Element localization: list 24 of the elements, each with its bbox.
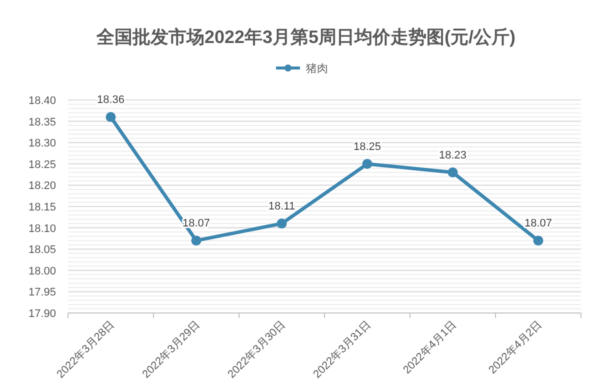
point [106, 112, 116, 122]
legend-label: 猪肉 [306, 62, 328, 75]
y-tick-label: 18.15 [28, 202, 56, 214]
data-label: 18.07 [524, 218, 552, 230]
y-tick-label: 18.25 [28, 158, 56, 171]
point [448, 167, 458, 178]
data-label: 18.36 [96, 94, 125, 106]
y-tick-label: 18.35 [28, 116, 56, 128]
data-label: 18.23 [438, 149, 467, 162]
point [533, 236, 544, 246]
y-tick-label: 17.90 [28, 308, 56, 320]
data-label: 18.25 [353, 140, 382, 153]
y-tick-label: 18.30 [28, 138, 56, 150]
y-tick-label: 17.95 [28, 286, 56, 299]
y-tick-label: 18.40 [28, 95, 56, 107]
point [276, 218, 287, 229]
point [191, 236, 202, 246]
y-tick-label: 18.20 [28, 180, 56, 192]
point [362, 158, 372, 169]
y-tick-label: 18.05 [28, 244, 56, 256]
chart-title: 全国批发市场2022年3月第5周日均价走势图(元/公斤) [95, 27, 516, 47]
y-tick-label: 18.00 [28, 265, 56, 278]
y-tick-label: 18.10 [28, 222, 56, 235]
data-label: 18.11 [268, 200, 296, 213]
